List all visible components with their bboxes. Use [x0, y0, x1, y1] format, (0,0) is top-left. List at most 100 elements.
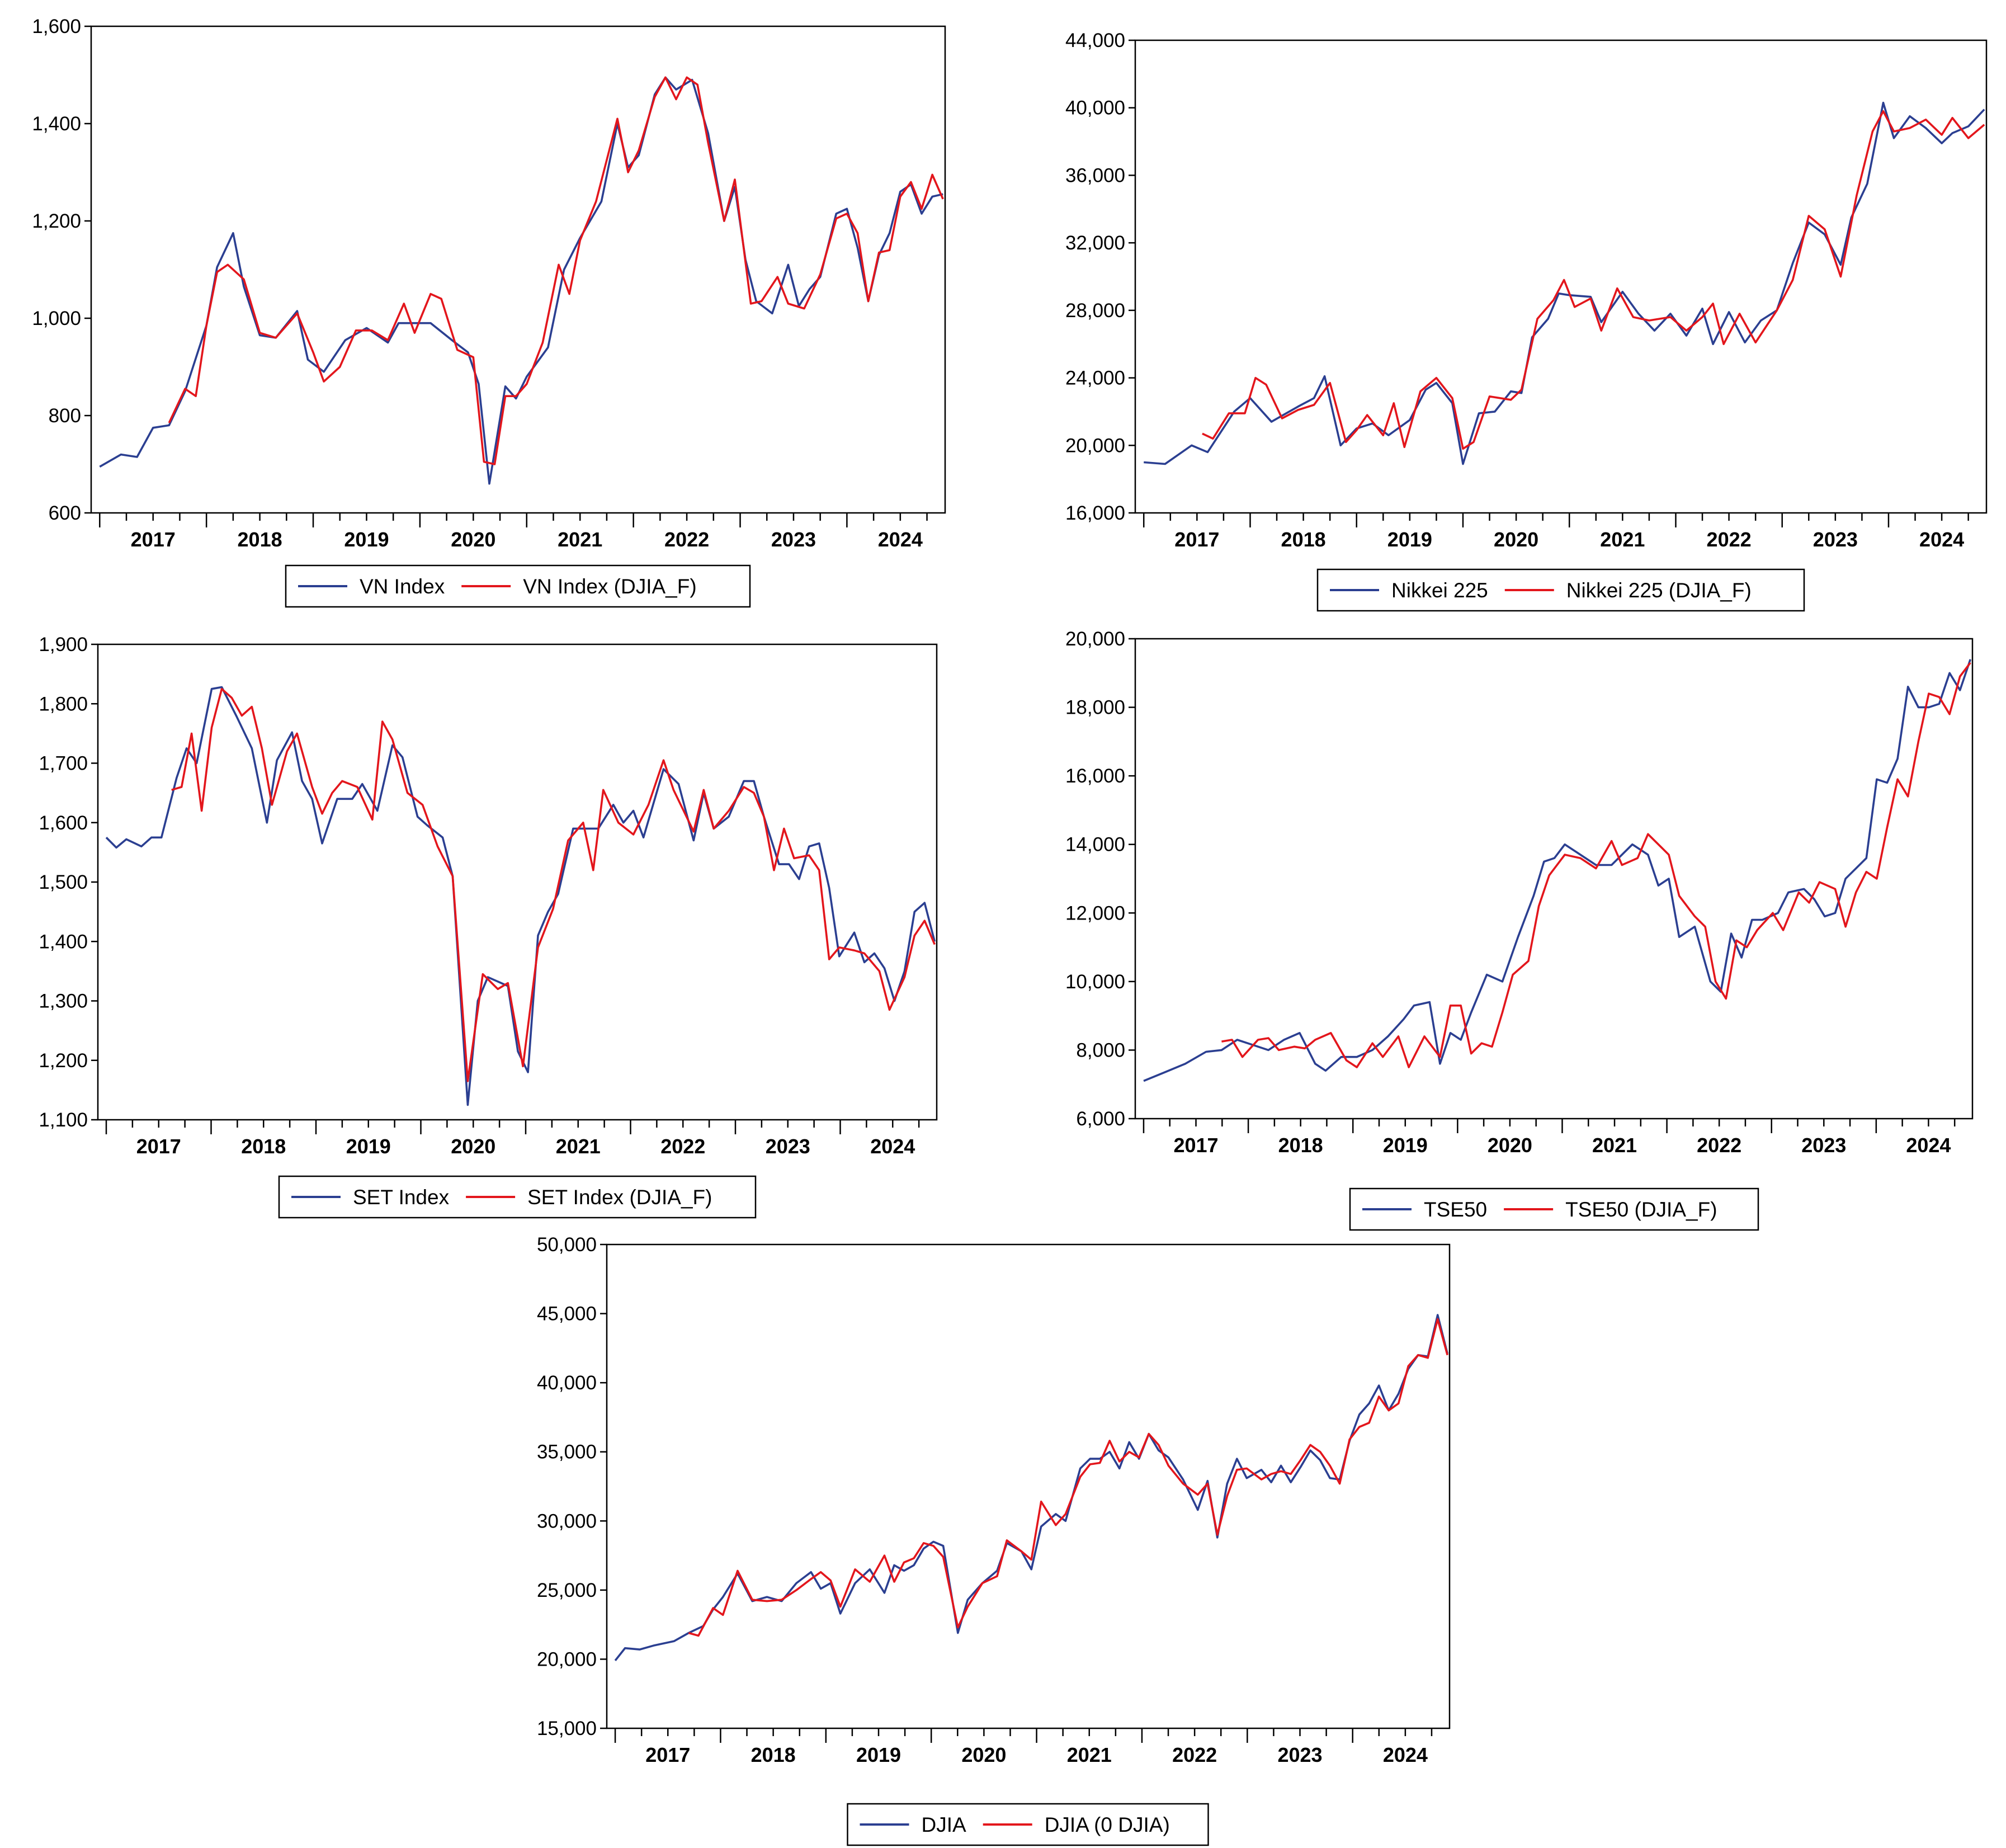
set-ytick-label: 1,500: [39, 871, 88, 893]
set-xtick-label: 2021: [556, 1135, 601, 1158]
tse-legend-box: [1349, 1187, 1759, 1231]
tse-xtick-label: 2024: [1906, 1134, 1951, 1157]
nikkei-plot-frame: [1134, 39, 1988, 514]
nikkei-ytick-label: 24,000: [1065, 367, 1125, 389]
djia-ytick-label: 25,000: [537, 1580, 597, 1601]
vn-ytick-label: 1,400: [32, 113, 81, 135]
set-ytick-label: 1,200: [39, 1050, 88, 1072]
vn-xtick-label: 2024: [878, 528, 923, 551]
tse-series-actual-line: [1143, 659, 1972, 1082]
tse-xtick-label: 2020: [1488, 1134, 1532, 1157]
set-chart: 1,100 1,200 1,300 1,400 1,500 1,600 1,700 1,800…: [39, 634, 938, 1219]
nikkei-ytick-label: 40,000: [1065, 97, 1125, 119]
tse-xtick-label: 2019: [1383, 1134, 1428, 1157]
set-legend: SET Index SET Index (DJIA_F): [278, 1175, 757, 1219]
vn-xtick-label: 2021: [558, 528, 602, 551]
nikkei-xtick-label: 2019: [1387, 528, 1432, 551]
nikkei-ytick-label: 16,000: [1065, 502, 1125, 524]
vn-legend-label: VN Index (DJIA_F): [523, 575, 696, 598]
nikkei-xtick-label: 2020: [1494, 528, 1538, 551]
set-xtick-label: 2017: [136, 1135, 181, 1158]
tse-ytick-label: 18,000: [1065, 697, 1125, 719]
set-ytick-label: 1,900: [39, 634, 88, 656]
vn-ytick-label: 1,200: [32, 210, 81, 232]
set-ytick-label: 1,300: [39, 991, 88, 1012]
tse-ytick-label: 12,000: [1065, 902, 1125, 924]
vn-legend-box: [285, 564, 751, 608]
set-legend-label: SET Index: [353, 1186, 450, 1209]
djia-plot-frame: [606, 1243, 1451, 1729]
vn-series-forecast-line: [168, 76, 944, 465]
djia-xtick-label: 2024: [1383, 1743, 1428, 1766]
set-xtick-label: 2023: [766, 1135, 810, 1158]
djia-ytick-label: 35,000: [537, 1441, 597, 1463]
vn-xtick-label: 2019: [344, 528, 389, 551]
vn-xtick-label: 2022: [664, 528, 709, 551]
nikkei-ytick-label: 44,000: [1065, 30, 1125, 51]
vn-xtick-label: 2020: [451, 528, 495, 551]
tse-chart: 6,000 8,000 10,000 12,000 14,000 16,000 18,000…: [1065, 628, 1974, 1231]
set-ytick-label: 1,400: [39, 931, 88, 953]
set-xtick-label: 2020: [451, 1135, 495, 1158]
djia-ytick-label: 50,000: [537, 1234, 597, 1256]
djia-ytick-label: 30,000: [537, 1510, 597, 1532]
set-xtick-label: 2019: [346, 1135, 391, 1158]
nikkei-xtick-label: 2023: [1813, 528, 1858, 551]
djia-xtick-label: 2020: [961, 1743, 1006, 1766]
djia-xtick-label: 2023: [1277, 1743, 1322, 1766]
djia-xtick-label: 2019: [856, 1743, 901, 1766]
tse-series-forecast-line: [1221, 662, 1971, 1068]
set-xtick-label: 2022: [660, 1135, 705, 1158]
tse-ytick-label: 14,000: [1065, 834, 1125, 856]
tse-plot-frame: [1134, 638, 1974, 1120]
djia-legend: DJIA DJIA (0 DJIA): [847, 1803, 1209, 1846]
tse-ytick-label: 6,000: [1076, 1108, 1125, 1130]
tse-xtick-label: 2022: [1697, 1134, 1741, 1157]
tse-ytick-label: 10,000: [1065, 971, 1125, 993]
set-xtick-label: 2024: [870, 1135, 915, 1158]
djia-ytick-label: 45,000: [537, 1303, 597, 1325]
djia-xtick-label: 2022: [1172, 1743, 1217, 1766]
vn-legend: VN Index VN Index (DJIA_F): [285, 564, 751, 608]
nikkei-legend-label: Nikkei 225 (DJIA_F): [1566, 579, 1752, 602]
set-ytick-label: 1,700: [39, 753, 88, 775]
djia-legend-label: DJIA (0 DJIA): [1045, 1813, 1170, 1836]
tse-ytick-label: 16,000: [1065, 765, 1125, 787]
vn-xtick-label: 2017: [131, 528, 176, 551]
nikkei-legend-label: Nikkei 225: [1391, 579, 1488, 602]
djia-ytick-label: 15,000: [537, 1718, 597, 1739]
nikkei-xtick-label: 2017: [1174, 528, 1219, 551]
vn-xtick-label: 2018: [238, 528, 282, 551]
set-series-actual-line: [105, 686, 936, 1106]
tse-xtick-label: 2018: [1278, 1134, 1323, 1157]
nikkei-legend-box: [1316, 568, 1805, 612]
set-ytick-label: 1,100: [39, 1109, 88, 1131]
set-legend-box: [278, 1175, 757, 1219]
djia-xtick-label: 2017: [645, 1743, 690, 1766]
nikkei-legend: Nikkei 225 Nikkei 225 (DJIA_F): [1316, 568, 1805, 612]
tse-ytick-label: 8,000: [1076, 1039, 1125, 1061]
vn-legend-label: VN Index: [360, 575, 445, 598]
set-legend-label: SET Index (DJIA_F): [527, 1186, 712, 1209]
nikkei-ytick-label: 36,000: [1065, 164, 1125, 186]
nikkei-series-forecast-line: [1202, 110, 1985, 450]
djia-xtick-label: 2021: [1067, 1743, 1112, 1766]
nikkei-xtick-label: 2018: [1281, 528, 1326, 551]
nikkei-ytick-label: 20,000: [1065, 435, 1125, 456]
nikkei-xtick-label: 2024: [1919, 528, 1964, 551]
tse-legend-label: TSE50: [1424, 1198, 1487, 1221]
tse-xtick-label: 2023: [1801, 1134, 1846, 1157]
nikkei-ytick-label: 28,000: [1065, 300, 1125, 322]
djia-legend-label: DJIA: [922, 1813, 967, 1836]
djia-chart: 15,000 20,000 25,000 30,000 35,000 40,000 45,0…: [537, 1234, 1451, 1846]
nikkei-chart: 16,000 20,000 24,000 28,000 32,000 36,000 40,0…: [1065, 30, 1988, 612]
tse-legend-label: TSE50 (DJIA_F): [1565, 1198, 1717, 1221]
vn-xtick-label: 2023: [771, 528, 816, 551]
djia-xtick-label: 2018: [751, 1743, 796, 1766]
tse-legend: TSE50 TSE50 (DJIA_F): [1349, 1187, 1759, 1231]
vn-ytick-label: 1,000: [32, 308, 81, 329]
set-ytick-label: 1,600: [39, 812, 88, 834]
vn-ytick-label: 1,600: [32, 16, 81, 37]
